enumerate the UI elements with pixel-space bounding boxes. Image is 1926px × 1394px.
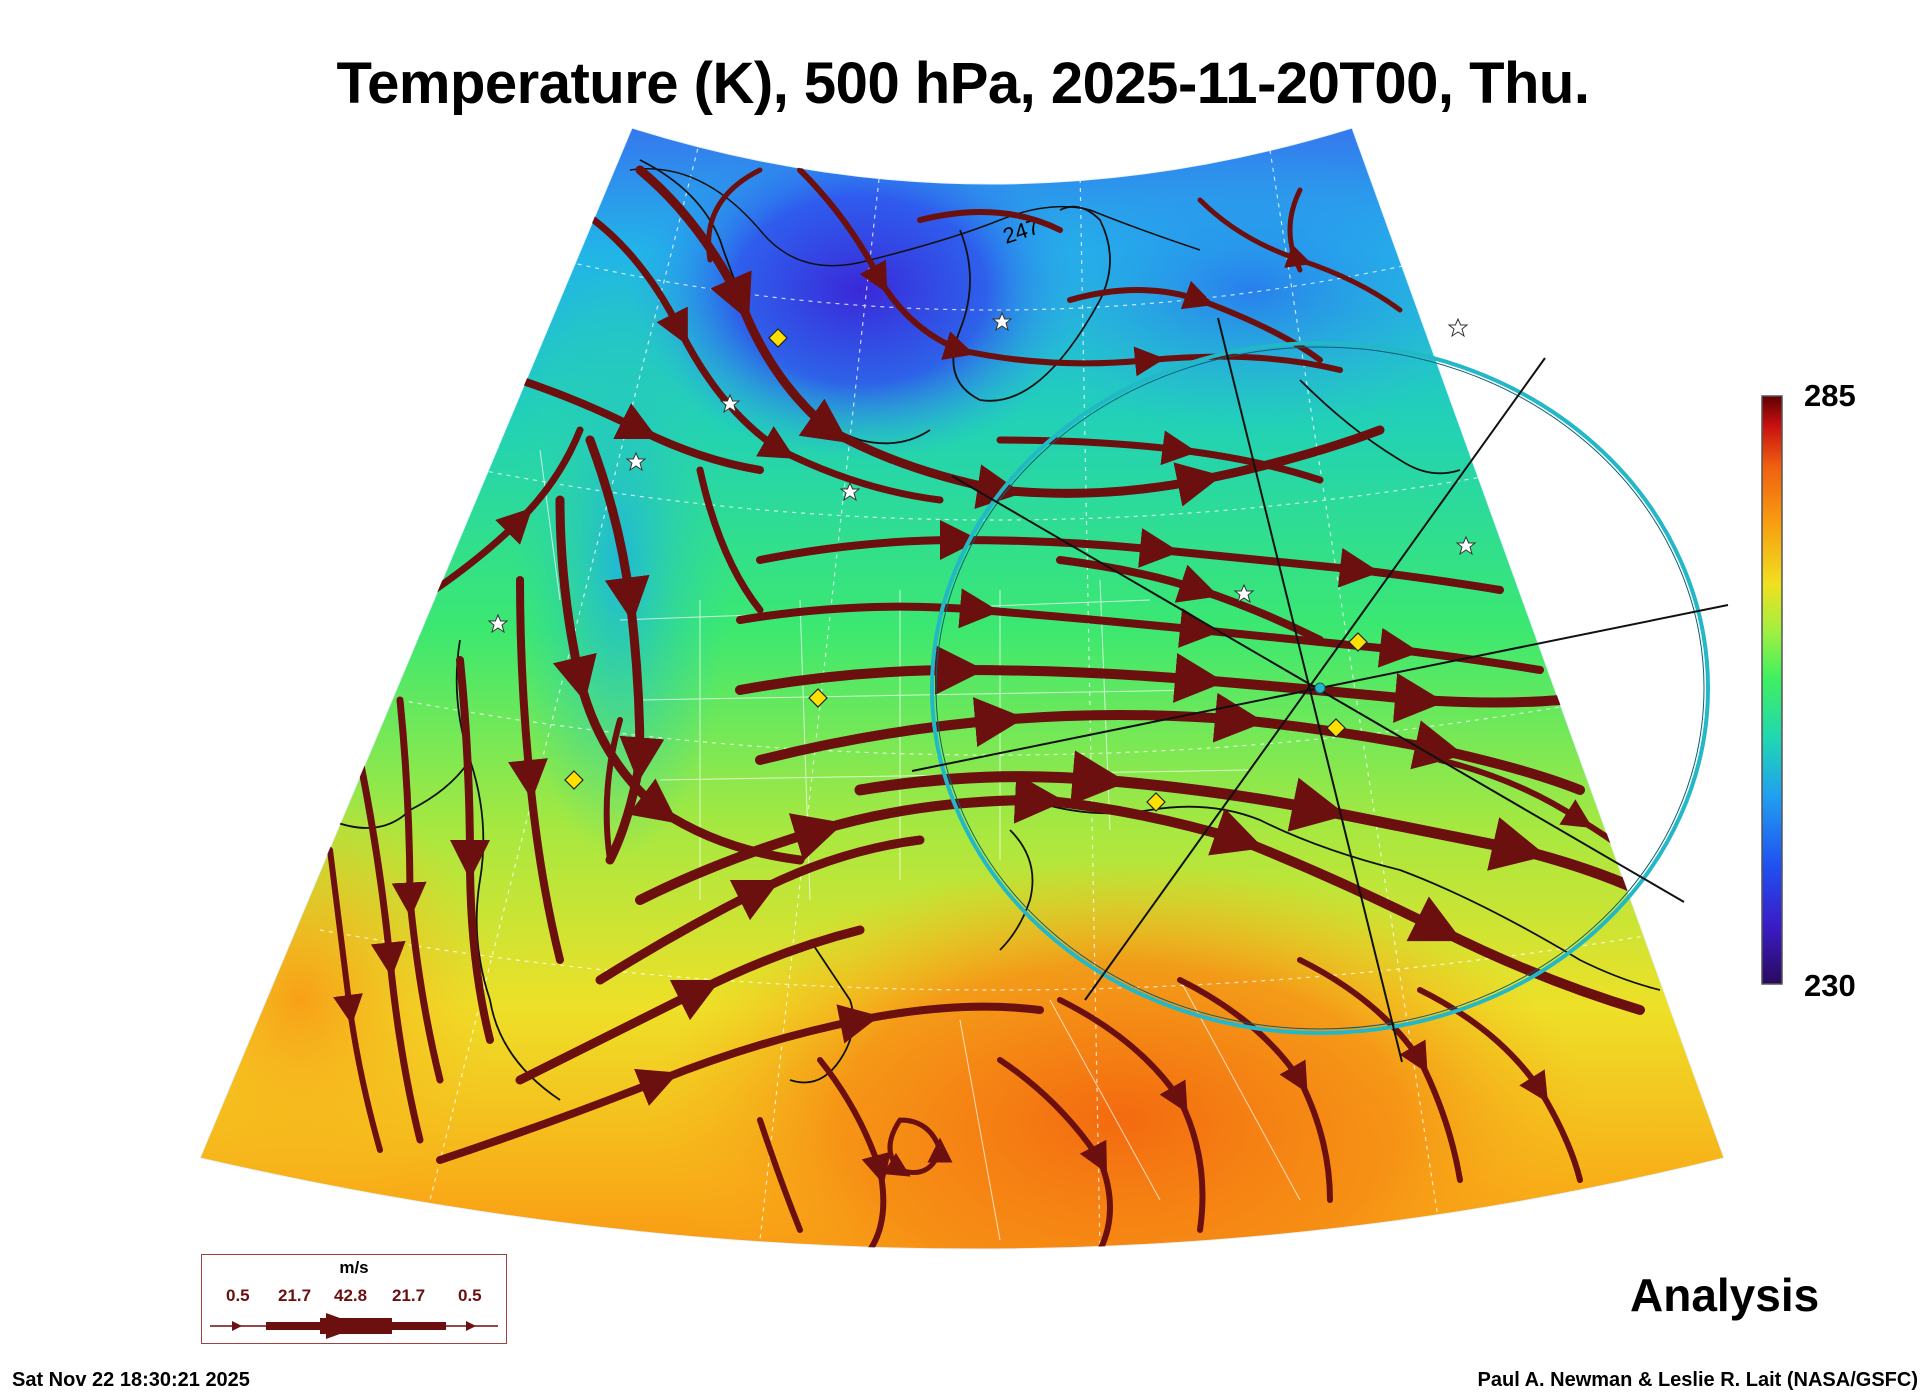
star-icon — [487, 613, 509, 634]
wind-speed-legend: m/s 0.5 21.7 42.8 21.7 0.5 — [201, 1254, 507, 1344]
star-icon — [839, 481, 861, 502]
streamline — [436, 1002, 1044, 1164]
diamond-icon — [768, 328, 788, 348]
streamline — [449, 656, 494, 1044]
legend-speed: 42.8 — [334, 1286, 368, 1305]
streamline — [603, 717, 623, 863]
legend-speed: 21.7 — [278, 1286, 312, 1305]
diamond-icon — [1348, 632, 1368, 652]
streamline — [917, 209, 1063, 233]
range-ring-overlay — [911, 317, 1729, 1063]
legend-arrow-scale — [210, 1313, 498, 1339]
streamline — [515, 925, 865, 1085]
streamline — [757, 1117, 803, 1233]
streamline — [327, 847, 383, 1153]
streamline — [635, 773, 1645, 1015]
legend-unit: m/s — [339, 1258, 369, 1277]
star-icon — [625, 451, 647, 472]
station-markers — [564, 328, 1368, 812]
streamline — [1297, 957, 1463, 1183]
streamline — [1057, 997, 1206, 1233]
legend-speed: 0.5 — [458, 1286, 482, 1305]
generated-timestamp: Sat Nov 22 18:30:21 2025 — [12, 1369, 250, 1391]
colorbar-min-label: 230 — [1804, 968, 1856, 1003]
streamline — [756, 520, 1504, 594]
streamline — [416, 426, 584, 604]
panel-label: Analysis — [1630, 1269, 1820, 1321]
legend-speed: 0.5 — [226, 1286, 250, 1305]
star-icon — [1455, 535, 1477, 556]
diamond-icon — [808, 688, 828, 708]
streamline — [1287, 187, 1303, 273]
credit-line: Paul A. Newman & Leslie R. Lait (NASA/GS… — [1477, 1369, 1918, 1391]
star-icon — [991, 311, 1013, 332]
star-icon — [1233, 583, 1255, 604]
streamline — [356, 756, 424, 1144]
legend-arrowhead-icon — [232, 1321, 242, 1331]
site-markers — [487, 311, 1477, 634]
streamline — [635, 165, 1385, 509]
streamline — [1417, 987, 1583, 1183]
streamline — [1177, 977, 1333, 1203]
contour-247 — [629, 168, 1201, 267]
streamline — [696, 466, 764, 614]
colorbar-max-label: 285 — [1804, 378, 1856, 413]
streamline — [1197, 197, 1403, 313]
legend-arrowhead-icon — [326, 1313, 362, 1339]
map-boundary — [199, 127, 1725, 1250]
legend-arrowhead-icon — [466, 1321, 476, 1331]
page-title: Temperature (K), 500 hPa, 2025-11-20T00,… — [336, 51, 1590, 116]
streamline — [997, 1057, 1113, 1249]
streamline — [508, 576, 564, 964]
ring-center — [1314, 682, 1326, 694]
diamond-icon — [564, 770, 584, 790]
colorbar — [1761, 395, 1783, 985]
streamline — [516, 376, 764, 474]
range-ring — [930, 341, 1710, 1035]
diamond-icon — [1326, 718, 1346, 738]
star-icon — [719, 393, 741, 414]
diamond-icon — [1146, 792, 1166, 812]
streamline — [595, 835, 925, 985]
streamline — [552, 495, 805, 865]
streamline — [1067, 280, 1323, 363]
streamline — [391, 696, 444, 1084]
star-icon — [1447, 317, 1469, 338]
streamline — [817, 1057, 891, 1249]
streamline — [882, 1117, 953, 1177]
streamline — [706, 167, 763, 263]
legend-speed: 21.7 — [392, 1286, 426, 1305]
